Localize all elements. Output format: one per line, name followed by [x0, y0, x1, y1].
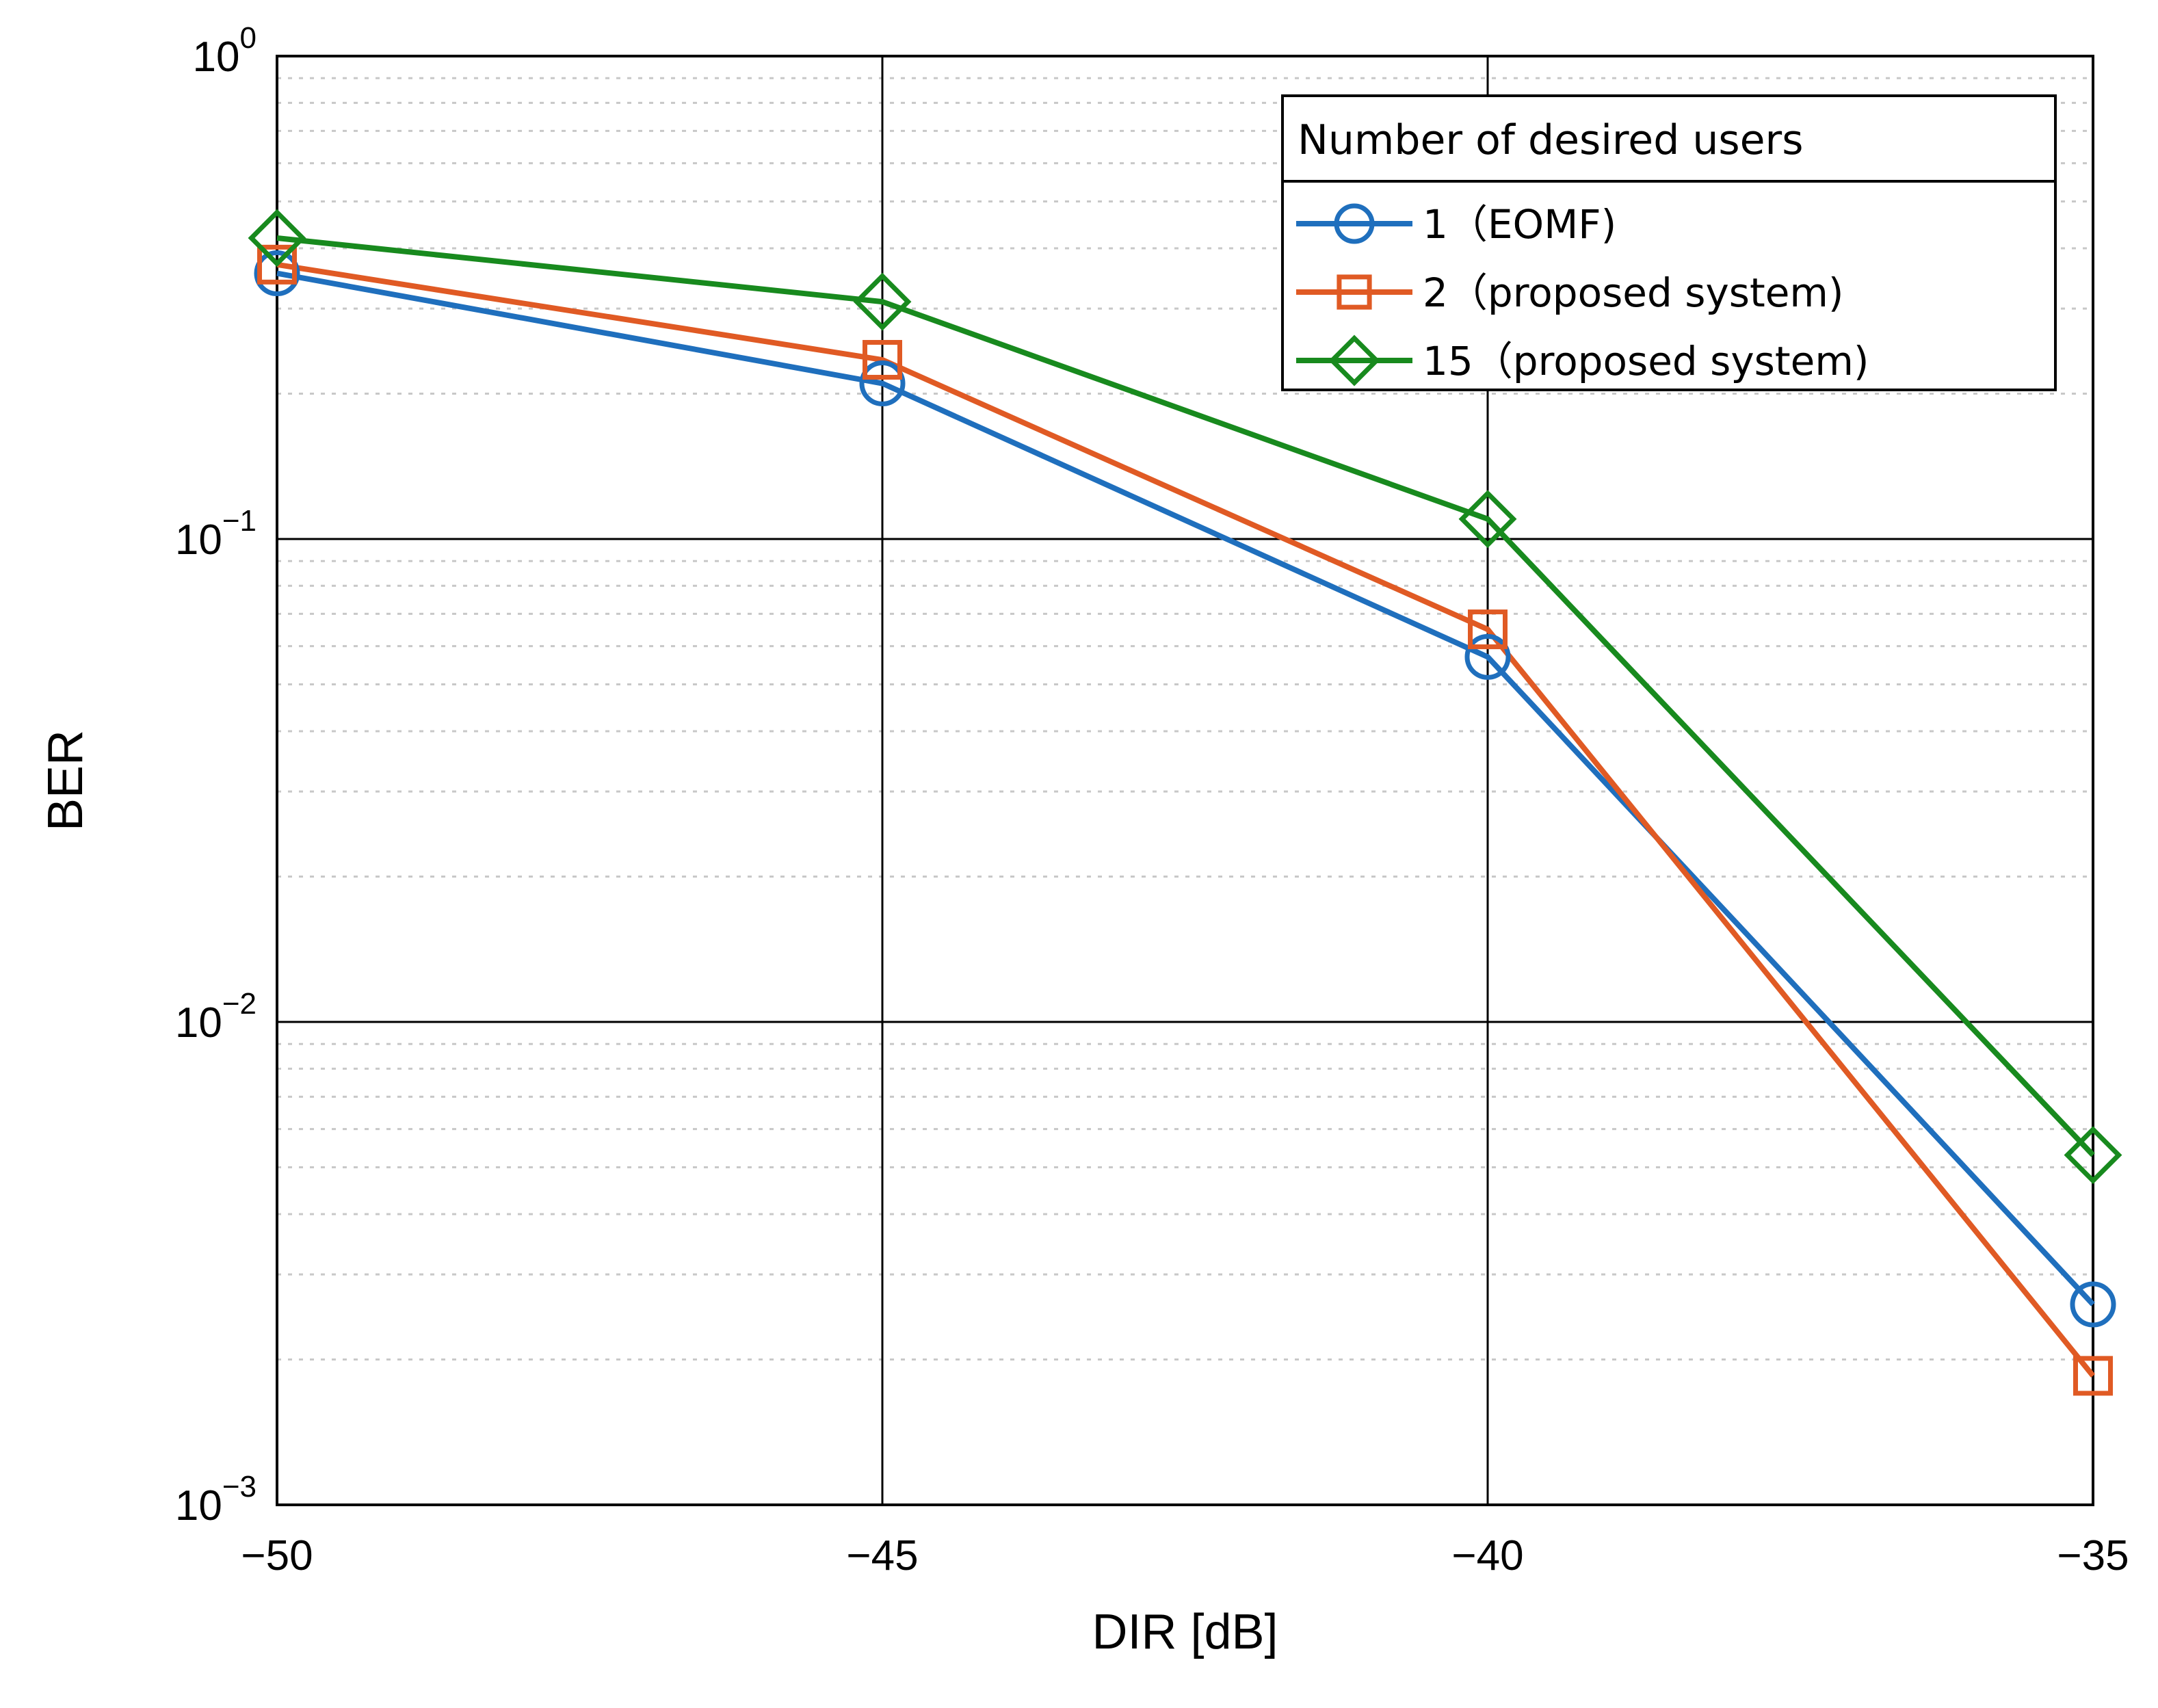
circle-marker [859, 360, 906, 407]
legend-title: Number of desired users [1298, 116, 1803, 164]
legend-entry: 2（proposed system) [1296, 270, 1844, 316]
square-marker [257, 244, 297, 285]
circle-marker [254, 250, 300, 297]
circle-marker [1334, 203, 1375, 244]
series-markers [248, 209, 2122, 1396]
x-tick-label: −45 [846, 1532, 918, 1579]
square-marker [863, 340, 902, 380]
series-line-3 [276, 235, 2095, 1157]
legend-entry: 1（EOMF) [1296, 201, 1616, 248]
y-axis-label: BER [38, 730, 93, 831]
y-tick-label: 100 [193, 21, 256, 81]
legend-box [1281, 94, 2057, 391]
circle-marker [2070, 1281, 2116, 1328]
y-tick-label: 10−3 [175, 1470, 256, 1529]
diamond-marker [1328, 334, 1380, 386]
diamond-marker [853, 272, 912, 331]
x-tick-label: −35 [2057, 1532, 2129, 1579]
legend-label: 15（proposed system) [1423, 338, 1869, 384]
series-line-1 [276, 270, 2095, 1306]
y-axis-ticks: 100 10−1 10−2 10−3 [175, 21, 256, 1529]
legend: Number of desired users 1（EOMF) 2（propose… [1281, 94, 2057, 391]
x-axis-ticks: −50 −45 −40 −35 [241, 1532, 2129, 1579]
legend-label: 2（proposed system) [1423, 270, 1844, 316]
y-tick-label: 10−2 [175, 987, 256, 1047]
series-line-2 [276, 261, 2096, 1378]
x-tick-label: −50 [241, 1532, 313, 1579]
square-marker [1337, 274, 1372, 310]
diamond-marker [1458, 490, 1517, 549]
legend-entry: 15（proposed system) [1296, 334, 1869, 386]
diamond-marker [248, 209, 306, 267]
square-marker [2073, 1356, 2113, 1396]
diamond-marker [2064, 1126, 2122, 1185]
plot-area-frame [276, 55, 2094, 1506]
legend-label: 1（EOMF) [1423, 201, 1616, 248]
y-tick-label: 10−1 [175, 504, 256, 564]
series-lines [276, 235, 2096, 1378]
circle-marker [1464, 633, 1511, 680]
x-axis-label: DIR [dB] [1092, 1605, 1278, 1659]
square-marker [1468, 609, 1508, 650]
x-tick-label: −40 [1451, 1532, 1523, 1579]
legend-entries: 1（EOMF) 2（proposed system) 15（proposed sys… [1296, 201, 1869, 386]
